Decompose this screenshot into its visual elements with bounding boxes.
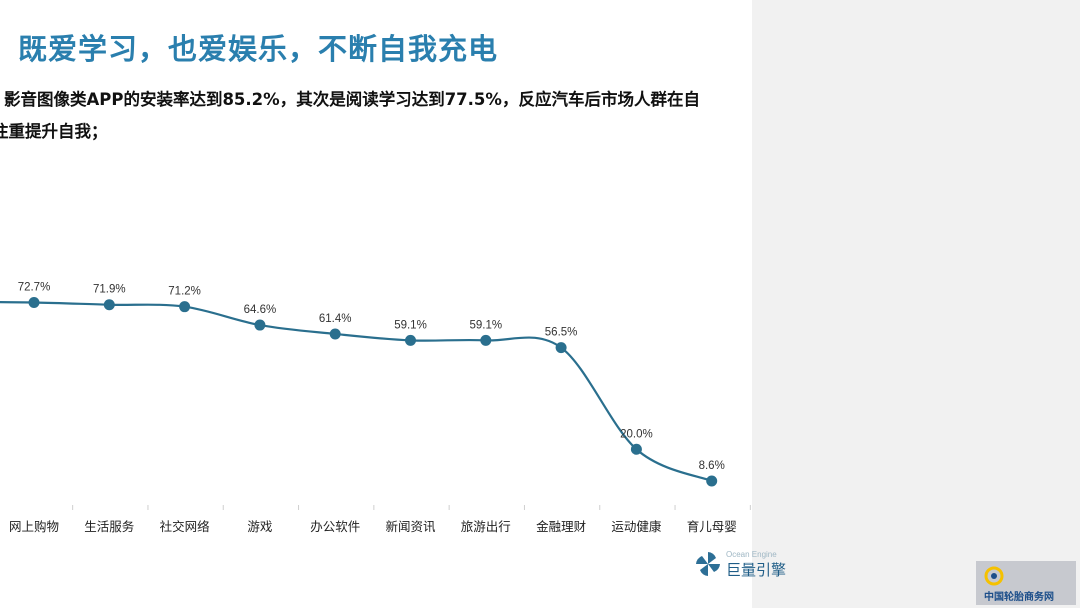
data-point: [555, 342, 567, 354]
watermark: 中国轮胎商务网: [976, 561, 1076, 605]
data-labels: 72.7% 71.9% 71.2% 64.6% 61.4% 59.1% 59.1% 56.5%…: [18, 282, 725, 473]
data-points: [28, 297, 718, 487]
ocean-engine-logo: Ocean Engine 巨量引擎: [694, 550, 804, 580]
data-point: [706, 475, 718, 487]
right-gutter: [752, 0, 1080, 608]
data-point: [254, 319, 266, 331]
data-label: 59.1%: [469, 319, 502, 331]
brand-small-text: Ocean Engine: [726, 550, 777, 559]
data-label: 61.4%: [319, 313, 352, 325]
category-label: 运动健康: [611, 519, 662, 534]
page-title: 既爱学习，也爱娱乐，不断自我充电: [18, 32, 499, 66]
data-point: [630, 443, 642, 455]
data-point: [103, 299, 115, 311]
data-point: [329, 328, 341, 340]
category-label: 网上购物: [9, 519, 59, 534]
data-label: 64.6%: [244, 304, 277, 316]
category-label: 办公软件: [310, 519, 360, 534]
category-labels: 网上购物 生活服务 社交网络 游戏 办公软件 新闻资讯 旅游出行 金融理财 运动健康 育儿母婴: [9, 519, 737, 534]
pinwheel-icon: [696, 552, 720, 576]
data-label: 71.2%: [168, 286, 201, 298]
data-label: 20.0%: [620, 428, 653, 440]
data-point: [480, 334, 492, 346]
data-label: 8.6%: [699, 460, 725, 472]
category-label: 金融理财: [536, 519, 586, 534]
line-chart: 72.7% 71.9% 71.2% 64.6% 61.4% 59.1% 59.1% 56.5%…: [0, 282, 751, 534]
category-label: 旅游出行: [461, 519, 511, 534]
summary-line-2: 注重提升自我；: [0, 122, 108, 141]
watermark-text: 中国轮胎商务网: [984, 592, 1054, 603]
category-label: 新闻资讯: [385, 519, 436, 534]
data-point: [28, 297, 40, 308]
tirechina-logo: [984, 566, 1004, 586]
data-label: 59.1%: [394, 319, 427, 331]
brand-name: 巨量引擎: [726, 561, 787, 579]
category-label: 生活服务: [84, 519, 134, 534]
category-label: 社交网络: [160, 519, 211, 534]
data-point: [179, 301, 191, 313]
data-label: 72.7%: [18, 282, 51, 294]
x-axis: [72, 505, 751, 510]
summary-text: 影音图像类APP的安装率达到85.2%，其次是阅读学习达到77.5%，反应汽车后…: [0, 84, 752, 148]
series-line: [0, 301, 713, 483]
category-label: 育儿母婴: [687, 519, 737, 534]
category-label: 游戏: [247, 519, 272, 534]
data-label: 56.5%: [545, 327, 578, 339]
data-point: [405, 334, 416, 346]
summary-line-1: 影音图像类APP的安装率达到85.2%，其次是阅读学习达到77.5%，反应汽车后…: [4, 90, 700, 109]
data-label: 71.9%: [93, 284, 126, 296]
